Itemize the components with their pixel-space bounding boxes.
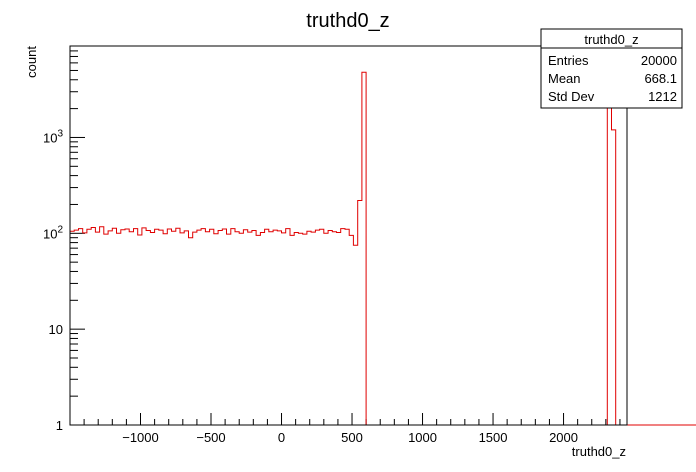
plot-frame [69, 45, 628, 426]
stats-mean-value: 668.1 [644, 71, 677, 86]
stats-mean-label: Mean [548, 71, 581, 86]
stats-stddev-label: Std Dev [548, 89, 595, 104]
x-tick-labels: −1000 −500 0 500 1000 1500 2000 [122, 430, 578, 445]
y-tick-label: 103 [43, 128, 63, 145]
chart-title: truthd0_z [306, 10, 389, 32]
stats-entries-label: Entries [548, 53, 589, 68]
stats-box: truthd0_z Entries 20000 Mean 668.1 Std D… [540, 28, 683, 109]
y-tick-label: 10 [49, 322, 63, 337]
x-tick-label: 1000 [408, 430, 437, 445]
x-tick-label: 500 [341, 430, 363, 445]
stats-entries-value: 20000 [641, 53, 677, 68]
axis-ticks [70, 45, 621, 426]
x-tick-label: −500 [196, 430, 225, 445]
y-axis-label: count [24, 46, 39, 78]
y-tick-label: 102 [43, 224, 63, 241]
x-tick-label: −1000 [122, 430, 159, 445]
x-tick-label: 2000 [549, 430, 578, 445]
y-tick-label: 1 [56, 418, 63, 433]
stats-stddev-value: 1212 [648, 89, 677, 104]
x-tick-label: 0 [278, 430, 285, 445]
x-tick-label: 1500 [479, 430, 508, 445]
x-axis-label: truthd0_z [572, 444, 626, 459]
y-tick-labels: 1 10 102 103 [43, 128, 63, 433]
stats-box-title: truthd0_z [584, 32, 638, 47]
histogram-series [69, 71, 696, 426]
